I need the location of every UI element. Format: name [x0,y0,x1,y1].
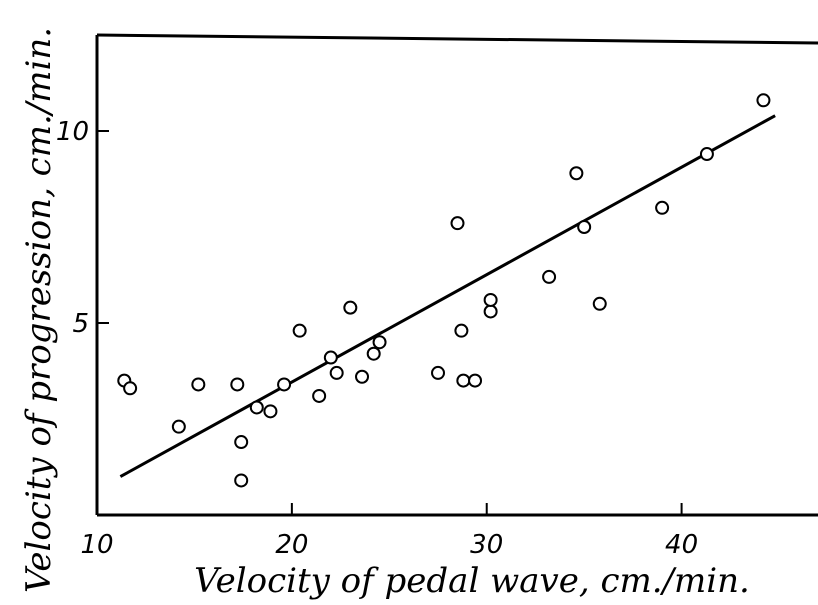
data-point [343,300,358,315]
data-point [249,400,264,415]
data-point [655,200,670,215]
x-tick-label: 40 [665,530,698,560]
x-tick-label: 10 [80,530,113,560]
data-point [483,292,498,307]
data-point [355,369,370,384]
data-point [292,323,307,338]
data-point [699,147,714,162]
y-tick-label: 5 [72,309,89,339]
data-point [756,93,771,108]
plot-axes [95,33,818,517]
data-point [323,350,338,365]
data-point [456,373,471,388]
fit-line [119,114,776,478]
data-point [592,296,607,311]
y-ticks: 5 10 [56,117,109,339]
data-point [431,365,446,380]
data-point [234,473,249,488]
data-point [329,365,344,380]
x-tick-label: 30 [470,530,503,560]
data-point [569,166,584,181]
data-point [542,269,557,284]
top-frame [96,33,818,45]
data-point [191,377,206,392]
x-tick-label: 20 [275,530,308,560]
data-point [454,323,469,338]
data-point [468,373,483,388]
data-point [483,304,498,319]
x-ticks: 10 20 30 40 [80,503,698,560]
data-points [117,93,771,488]
x-axis-title: Velocity of pedal wave, cm./min. [194,561,750,601]
data-point [234,435,249,450]
data-point [171,419,186,434]
y-axis-title: Velocity of progression, cm./min. [19,27,59,593]
data-point [450,216,465,231]
data-point [230,377,245,392]
data-point [366,346,381,361]
data-point [372,335,387,350]
data-point [277,377,292,392]
data-point [123,381,138,396]
data-point [263,404,278,419]
y-tick-label: 10 [56,117,89,147]
data-point [577,220,592,234]
data-point [312,388,327,403]
